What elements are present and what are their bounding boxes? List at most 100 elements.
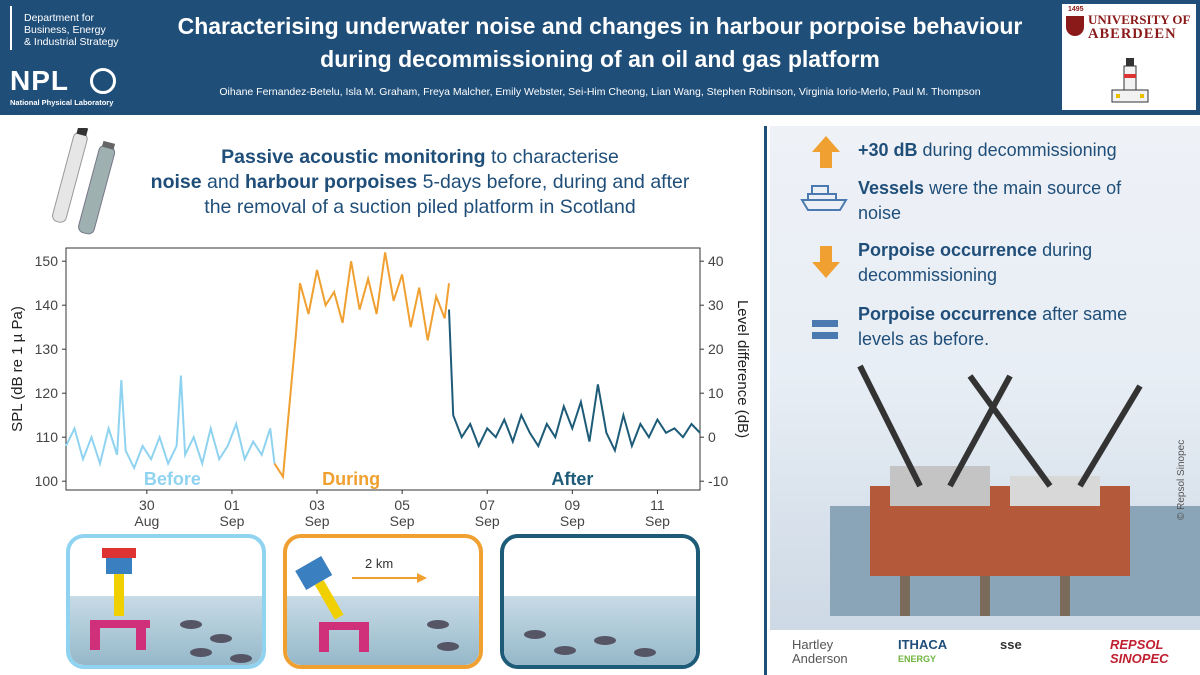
photo-credit: © Repsol Sinopec (1176, 439, 1187, 520)
founding-year: 1495 (1068, 6, 1084, 13)
y-tick-label: 140 (35, 297, 59, 313)
crest-icon (10, 6, 20, 50)
after-panel (500, 534, 700, 669)
npl-logo-text: NPL (10, 65, 69, 96)
x-tick-label: 05 (394, 497, 410, 513)
porpoise-icon (524, 630, 546, 639)
y-tick-label: 120 (35, 385, 59, 401)
phase-label-during: During (322, 469, 380, 489)
distance-label: 2 km (365, 556, 394, 571)
hydrophone-icon (52, 128, 116, 235)
y2-tick-label: -10 (708, 473, 728, 489)
down-arrow-icon (812, 246, 840, 278)
y-axis-label: SPL (dB re 1 µ Pa) (9, 306, 26, 432)
intro-text-2: and (201, 171, 245, 193)
x-tick-label: 09 (565, 497, 581, 513)
porpoise-icon (210, 634, 232, 643)
npl-name: National Physical Laboratory (10, 98, 114, 107)
y-tick-label: 110 (36, 429, 59, 445)
platform-tilted-icon (295, 555, 427, 652)
porpoise-icon (230, 654, 252, 663)
y2-axis-label: Level difference (dB) (734, 300, 751, 438)
x-tick-sublabel: Sep (219, 513, 244, 529)
x-tick-label: 07 (479, 497, 495, 513)
hartley-line2: Anderson (792, 651, 848, 666)
sponsor-logos: Hartley Anderson ITHACA ENERGY sse REPSO… (770, 630, 1200, 675)
x-tick-label: 01 (224, 497, 240, 513)
x-tick-sublabel: Sep (475, 513, 500, 529)
porpoise-icon (554, 646, 576, 655)
repsol-sinopec-logo: REPSOL SINOPEC (1110, 638, 1169, 666)
finding-3-text: during decommissioning (858, 240, 1093, 285)
ithaca-line2: ENERGY (898, 654, 937, 664)
intro-text-4: the removal of a suction piled platform … (204, 196, 636, 218)
intro-bold-3: harbour porpoises (244, 171, 418, 193)
repsol-line1: REPSOL (1110, 637, 1164, 652)
author-list: Oihane Fernandez-Betelu, Isla M. Graham,… (219, 86, 981, 98)
x-tick-label: 03 (309, 497, 325, 513)
series-line-before (65, 375, 276, 471)
ithaca-line1: ITHACA (898, 637, 948, 652)
y-tick-label: 130 (35, 341, 59, 357)
platform-photo (830, 364, 1200, 616)
y-tick-label: 100 (35, 473, 59, 489)
shield-icon (1066, 16, 1084, 36)
porpoise-icon (427, 620, 449, 629)
x-tick-label: 30 (139, 497, 155, 513)
scenario-panels: 2 km (0, 530, 760, 675)
porpoise-icon (437, 642, 459, 651)
x-tick-sublabel: Sep (645, 513, 670, 529)
finding-2: Vessels were the main source of noise (858, 176, 1158, 226)
porpoise-icon (190, 648, 212, 657)
aberdeen-logo: 1495 UNIVERSITY OF ABERDEEN (1062, 4, 1196, 110)
repsol-line2: SINOPEC (1110, 651, 1169, 666)
porpoise-icon (180, 620, 202, 629)
npl-emblem-icon (90, 68, 116, 94)
npl-logo: NPL National Physical Laboratory (10, 66, 122, 110)
y2-tick-label: 10 (708, 385, 724, 401)
intro-text-1: to characterise (485, 146, 619, 168)
during-panel: 2 km (283, 534, 483, 669)
finding-2-text: were the main source of noise (858, 178, 1122, 223)
finding-1-text: during decommissioning (917, 140, 1117, 160)
x-tick-sublabel: Aug (134, 513, 159, 529)
poster-title: Characterising underwater noise and chan… (177, 13, 1023, 72)
key-findings-panel: +30 dB during decommissioning Vessels we… (770, 126, 1200, 675)
hartley-anderson-logo: Hartley Anderson (792, 638, 848, 666)
intro-text-3: 5-days before, during and after (417, 171, 690, 193)
y2-tick-label: 0 (708, 429, 716, 445)
ithaca-logo: ITHACA ENERGY (898, 638, 947, 666)
lighthouse-icon (1111, 58, 1149, 103)
hartley-line1: Hartley (792, 637, 834, 652)
finding-3: Porpoise occurrence during decommissioni… (858, 238, 1158, 288)
y2-tick-label: 30 (708, 297, 724, 313)
phase-label-after: After (551, 469, 593, 489)
spl-chart: 100110120130140150-1001020304030Aug01Sep… (9, 247, 751, 529)
series-line-during (273, 252, 450, 480)
sea-area (70, 596, 262, 665)
equals-icon (812, 320, 838, 339)
finding-4-text: after same levels as before. (858, 304, 1128, 349)
x-tick-label: 11 (650, 497, 665, 513)
porpoise-icon (634, 648, 656, 657)
y2-tick-label: 40 (708, 253, 724, 269)
intro-bold-2: noise (150, 171, 202, 193)
y-tick-label: 150 (35, 253, 59, 269)
x-tick-sublabel: Sep (560, 513, 585, 529)
sse-logo: sse (1000, 637, 1022, 652)
finding-1-bold: +30 dB (858, 140, 918, 160)
x-tick-sublabel: Sep (305, 513, 330, 529)
finding-4: Porpoise occurrence after same levels as… (858, 302, 1158, 352)
intro-bold-1: Passive acoustic monitoring (221, 146, 486, 168)
finding-1: +30 dB during decommissioning (858, 138, 1158, 163)
y2-tick-label: 20 (708, 341, 724, 357)
phase-label-before: Before (144, 469, 201, 489)
finding-2-bold: Vessels (858, 178, 925, 198)
up-arrow-icon (812, 136, 840, 168)
uoa-line1: UNIVERSITY OF (1088, 12, 1191, 27)
x-tick-sublabel: Sep (390, 513, 415, 529)
porpoise-icon (594, 636, 616, 645)
before-panel (66, 534, 266, 669)
ship-icon (800, 185, 848, 211)
platform-icon (90, 548, 150, 650)
